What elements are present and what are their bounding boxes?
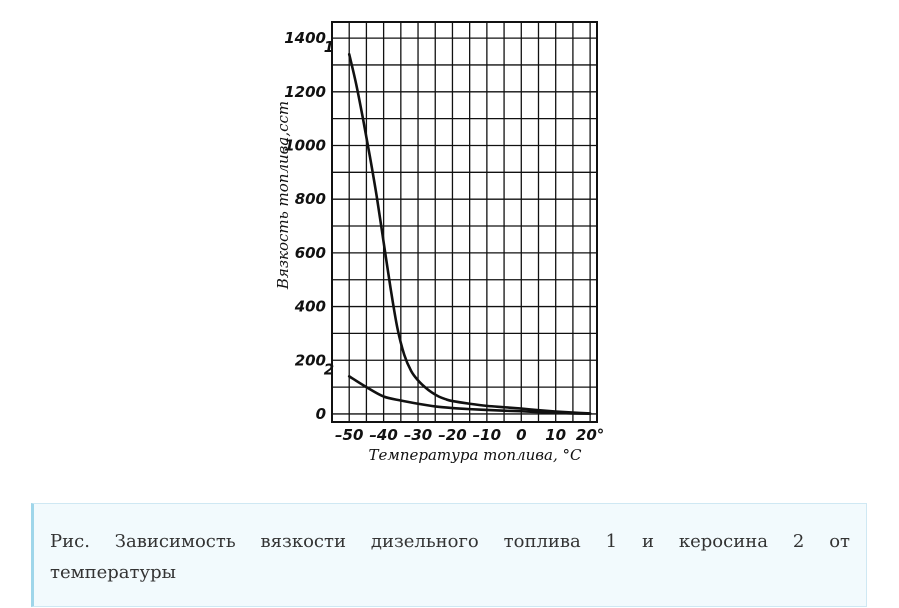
y-tick-label: 1000	[284, 136, 326, 154]
chart-series-labels: 12	[324, 38, 334, 378]
series-label-2: 2	[324, 360, 334, 378]
chart-series	[347, 52, 592, 415]
y-tick-label: 600	[295, 244, 326, 262]
series-line-2	[347, 375, 592, 415]
y-tick-label: 1200	[284, 83, 326, 101]
figure-caption-box: Рис. Зависимость вязкости дизельного топ…	[31, 503, 867, 607]
y-axis-label: Вязкость топлива,сст	[274, 101, 292, 290]
y-tick-label: 200	[295, 351, 326, 369]
x-axis-label: Температура топлива, °С	[369, 446, 582, 464]
chart-grid	[331, 21, 598, 423]
x-tick-label: –50	[335, 426, 363, 444]
y-tick-label: 0	[316, 405, 326, 423]
series-line-1	[347, 52, 592, 415]
x-tick-label: –40	[369, 426, 397, 444]
x-tick-label: –20	[438, 426, 466, 444]
x-tick-label: 20°	[576, 426, 604, 444]
plot-frame	[331, 21, 598, 423]
chart-tick-labels: –50 –40 –30 –20 –10 0 10 20°0200400600800100012…	[284, 29, 604, 444]
x-tick-label: 10	[545, 426, 566, 444]
y-tick-label: 400	[294, 298, 326, 316]
y-tick-label: 1400	[284, 29, 326, 47]
x-tick-label: –10	[473, 426, 501, 444]
figure-caption: Рис. Зависимость вязкости дизельного топ…	[50, 531, 850, 583]
viscosity-chart: –50 –40 –30 –20 –10 0 10 20°0200400600800100012…	[274, 21, 604, 464]
x-tick-label: –30	[404, 426, 432, 444]
y-tick-label: 800	[295, 190, 326, 208]
series-label-1: 1	[324, 38, 334, 56]
x-tick-label: 0	[516, 426, 526, 444]
